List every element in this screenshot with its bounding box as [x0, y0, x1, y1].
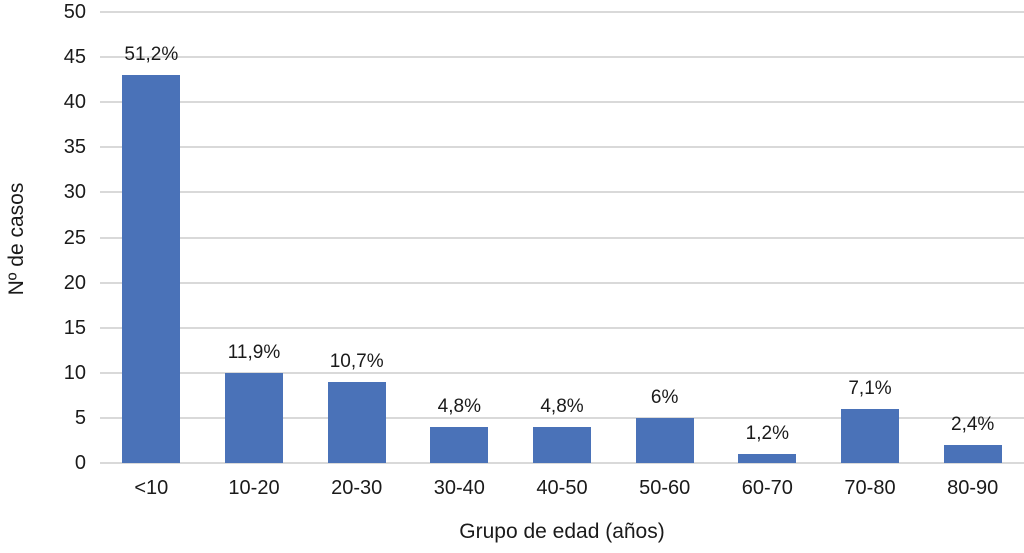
- x-tick-label: 20-30: [331, 477, 383, 499]
- gridline-y-35: [100, 146, 1024, 149]
- y-tick-label: 30: [63, 181, 86, 204]
- x-tick-label: 40-50: [536, 477, 588, 499]
- bar-value-label: 10,7%: [329, 350, 384, 372]
- x-tick-label: <10: [134, 477, 169, 499]
- gridline-y-30: [100, 191, 1024, 194]
- x-tick-label: 60-70: [741, 477, 793, 499]
- bar-value-label: 4,8%: [540, 395, 584, 417]
- gridline-y-50: [100, 11, 1024, 13]
- bar-50-60: [635, 417, 694, 463]
- y-tick-label: 35: [63, 136, 86, 159]
- bar-<10: [122, 75, 181, 463]
- gridline-y-0: [100, 462, 1024, 464]
- y-tick-label: 5: [74, 406, 86, 429]
- y-tick-label: 15: [63, 316, 86, 339]
- x-tick-label: 80-90: [947, 477, 999, 499]
- y-axis-title: Nº de casos: [5, 182, 28, 296]
- bar-40-50: [533, 426, 591, 463]
- y-tick-label: 10: [63, 361, 86, 384]
- y-tick-label: 45: [63, 46, 86, 69]
- gridline-y-40: [100, 101, 1024, 104]
- gridline-y-20: [100, 281, 1024, 284]
- bar-value-label: 2,4%: [951, 413, 995, 435]
- bar-value-label: 6%: [650, 386, 679, 408]
- bar-30-40: [430, 426, 489, 463]
- x-tick-label: 70-80: [844, 477, 896, 499]
- gridline-y-15: [100, 326, 1024, 329]
- bar-value-label: 1,2%: [745, 422, 789, 444]
- x-tick-label: 50-60: [639, 477, 691, 499]
- x-axis-title: Grupo de edad (años): [459, 520, 665, 543]
- x-tick-label: 30-40: [433, 477, 485, 499]
- bar-60-70: [738, 453, 797, 463]
- gridline-y-10: [100, 371, 1024, 374]
- bar-value-label: 11,9%: [227, 341, 281, 363]
- y-tick-label: 20: [63, 271, 86, 294]
- bar-value-label: 4,8%: [437, 395, 481, 417]
- bar-70-80: [841, 408, 899, 463]
- gridline-y-45: [100, 56, 1024, 59]
- bar-value-label: 51,2%: [124, 44, 179, 66]
- x-tick-label: 10-20: [228, 477, 280, 499]
- bar-10-20: [225, 372, 283, 463]
- bar-20-30: [327, 381, 386, 463]
- bar-value-label: 7,1%: [848, 377, 892, 399]
- bar-80-90: [943, 444, 1002, 463]
- y-tick-label: 40: [63, 91, 86, 114]
- gridline-y-5: [100, 416, 1024, 419]
- y-tick-label: 0: [74, 452, 86, 474]
- y-tick-label: 25: [63, 226, 86, 249]
- gridline-y-25: [100, 236, 1024, 239]
- y-tick-label: 50: [63, 1, 86, 23]
